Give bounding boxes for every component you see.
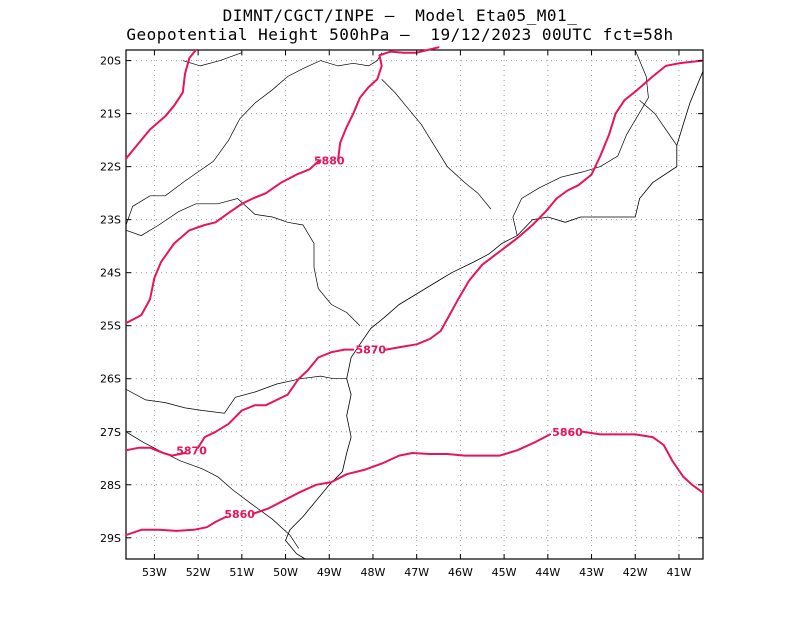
state-border (125, 375, 347, 414)
lat-tick-label: 28S (100, 479, 121, 492)
height-contours (125, 46, 704, 537)
lat-tick-label: 22S (100, 161, 121, 174)
contour-label-5860: 5860 (224, 508, 255, 521)
lon-tick-label: 46W (448, 566, 473, 579)
state-border (125, 431, 299, 549)
lon-tick-label: 49W (317, 566, 342, 579)
lon-tick-label: 45W (492, 566, 517, 579)
map-frame (125, 49, 704, 560)
state-border (639, 100, 678, 146)
lon-tick-label: 44W (535, 566, 560, 579)
lon-tick-label: 42W (623, 566, 648, 579)
state-border (125, 198, 361, 326)
lat-tick-label: 25S (100, 320, 121, 333)
contour-line-5870 (385, 197, 558, 351)
state-border (381, 78, 492, 210)
political-borders (125, 49, 678, 549)
lon-tick-label: 47W (404, 566, 429, 579)
contour-line-5860 (251, 433, 551, 515)
contour-line-5870 (125, 446, 186, 457)
axis-ticks: 53W 52W 51W 50W 49W 48W 47W 46W 45W 44W 43W 42W 41W 2… (100, 50, 703, 579)
lon-tick-label: 43W (579, 566, 604, 579)
state-border (125, 52, 383, 226)
contour-label-5870: 5870 (355, 344, 386, 357)
lat-tick-label: 26S (100, 373, 121, 386)
lat-tick-label: 21S (100, 108, 121, 121)
contour-label-5860: 5860 (552, 426, 583, 439)
state-border (182, 52, 242, 67)
contour-labels: 5880 5870 5870 5860 5860 (176, 154, 583, 521)
state-border (512, 49, 649, 236)
lat-tick-label: 23S (100, 214, 121, 227)
coastline (285, 71, 704, 560)
lon-tick-label: 50W (273, 566, 298, 579)
lon-tick-label: 52W (186, 566, 211, 579)
lat-tick-label: 29S (100, 532, 121, 545)
contour-line-5880 (555, 59, 704, 200)
contour-line-5860 (125, 515, 228, 537)
contour-line-5870 (197, 348, 355, 449)
contour-line-5860 (581, 430, 704, 494)
contour-label-5870: 5870 (176, 444, 207, 457)
contour-label-5880: 5880 (314, 154, 345, 167)
contour-line-5880 (125, 49, 197, 160)
contour-line-5880 (337, 46, 440, 162)
lon-tick-label: 41W (667, 566, 692, 579)
lat-tick-label: 20S (100, 55, 121, 68)
title-line-2: Geopotential Height 500hPa — 19/12/2023 … (126, 25, 674, 44)
coastline-path (285, 71, 704, 560)
contour-line-5880 (125, 159, 322, 325)
grid-lines (126, 50, 703, 559)
lon-tick-label: 51W (229, 566, 254, 579)
lat-tick-label: 27S (100, 426, 121, 439)
lon-tick-label: 53W (142, 566, 167, 579)
lat-tick-label: 24S (100, 267, 121, 280)
title-line-1: DIMNT/CGCT/INPE — Model Eta05_M01_ (222, 6, 578, 25)
lon-tick-label: 48W (361, 566, 386, 579)
